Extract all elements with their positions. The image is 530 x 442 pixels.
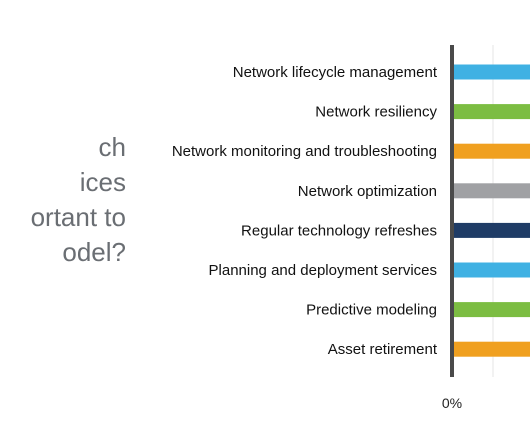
category-label: Asset retirement: [328, 341, 438, 358]
question-line-4: odel?: [62, 237, 126, 267]
category-label: Planning and deployment services: [209, 262, 437, 279]
question-line-3: ortant to: [30, 202, 126, 232]
bar: [454, 262, 530, 278]
category-label: Network resiliency: [315, 104, 437, 121]
category-label: Network lifecycle management: [233, 64, 438, 81]
question-line-2: ices: [79, 167, 126, 197]
question-line-1: ch: [98, 132, 126, 162]
bar: [454, 183, 530, 199]
category-label: Network monitoring and troubleshooting: [172, 143, 437, 160]
category-label: Predictive modeling: [306, 302, 437, 319]
category-label: Network optimization: [298, 183, 437, 200]
survey-question: ch ices ortant to odel?: [0, 130, 126, 270]
bar: [454, 104, 530, 120]
bar: [454, 222, 530, 238]
bar: [454, 341, 530, 357]
x-tick-label: 0%: [442, 395, 462, 411]
category-label: Regular technology refreshes: [241, 222, 437, 239]
bar: [454, 64, 530, 80]
bar: [454, 302, 530, 318]
bar: [454, 143, 530, 159]
